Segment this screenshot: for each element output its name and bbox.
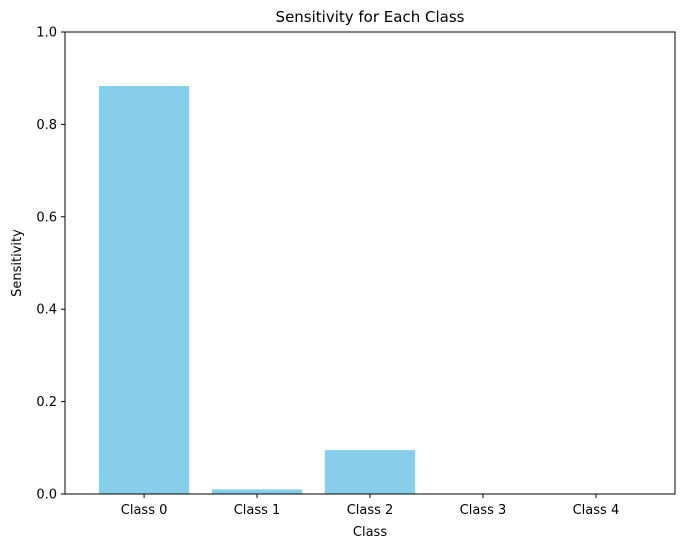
x-axis-label: Class: [353, 525, 387, 540]
y-tick-label: 0.0: [36, 488, 57, 503]
bar-class-1: [211, 489, 303, 494]
y-axis-label: Sensitivity: [10, 229, 25, 297]
bars-group: [98, 86, 416, 495]
y-axis-ticks: 0.0 0.2 0.4 0.6 0.8 1.0: [36, 26, 65, 503]
x-tick-label: Class 2: [347, 503, 394, 518]
plot-frame: [64, 31, 676, 495]
y-tick-label: 1.0: [36, 26, 57, 41]
x-axis-ticks: Class 0 Class 1 Class 2 Class 3 Class 4: [121, 494, 619, 518]
x-tick-label: Class 1: [234, 503, 281, 518]
chart-title: Sensitivity for Each Class: [276, 8, 465, 26]
y-tick-label: 0.2: [36, 395, 57, 410]
x-tick-label: Class 3: [460, 503, 507, 518]
x-tick-label: Class 4: [573, 503, 620, 518]
bar-class-2: [324, 450, 416, 494]
bar-class-0: [98, 86, 190, 495]
y-tick-label: 0.8: [36, 118, 57, 133]
x-tick-label: Class 0: [121, 503, 168, 518]
y-tick-label: 0.6: [36, 210, 57, 225]
y-tick-label: 0.4: [36, 303, 57, 318]
